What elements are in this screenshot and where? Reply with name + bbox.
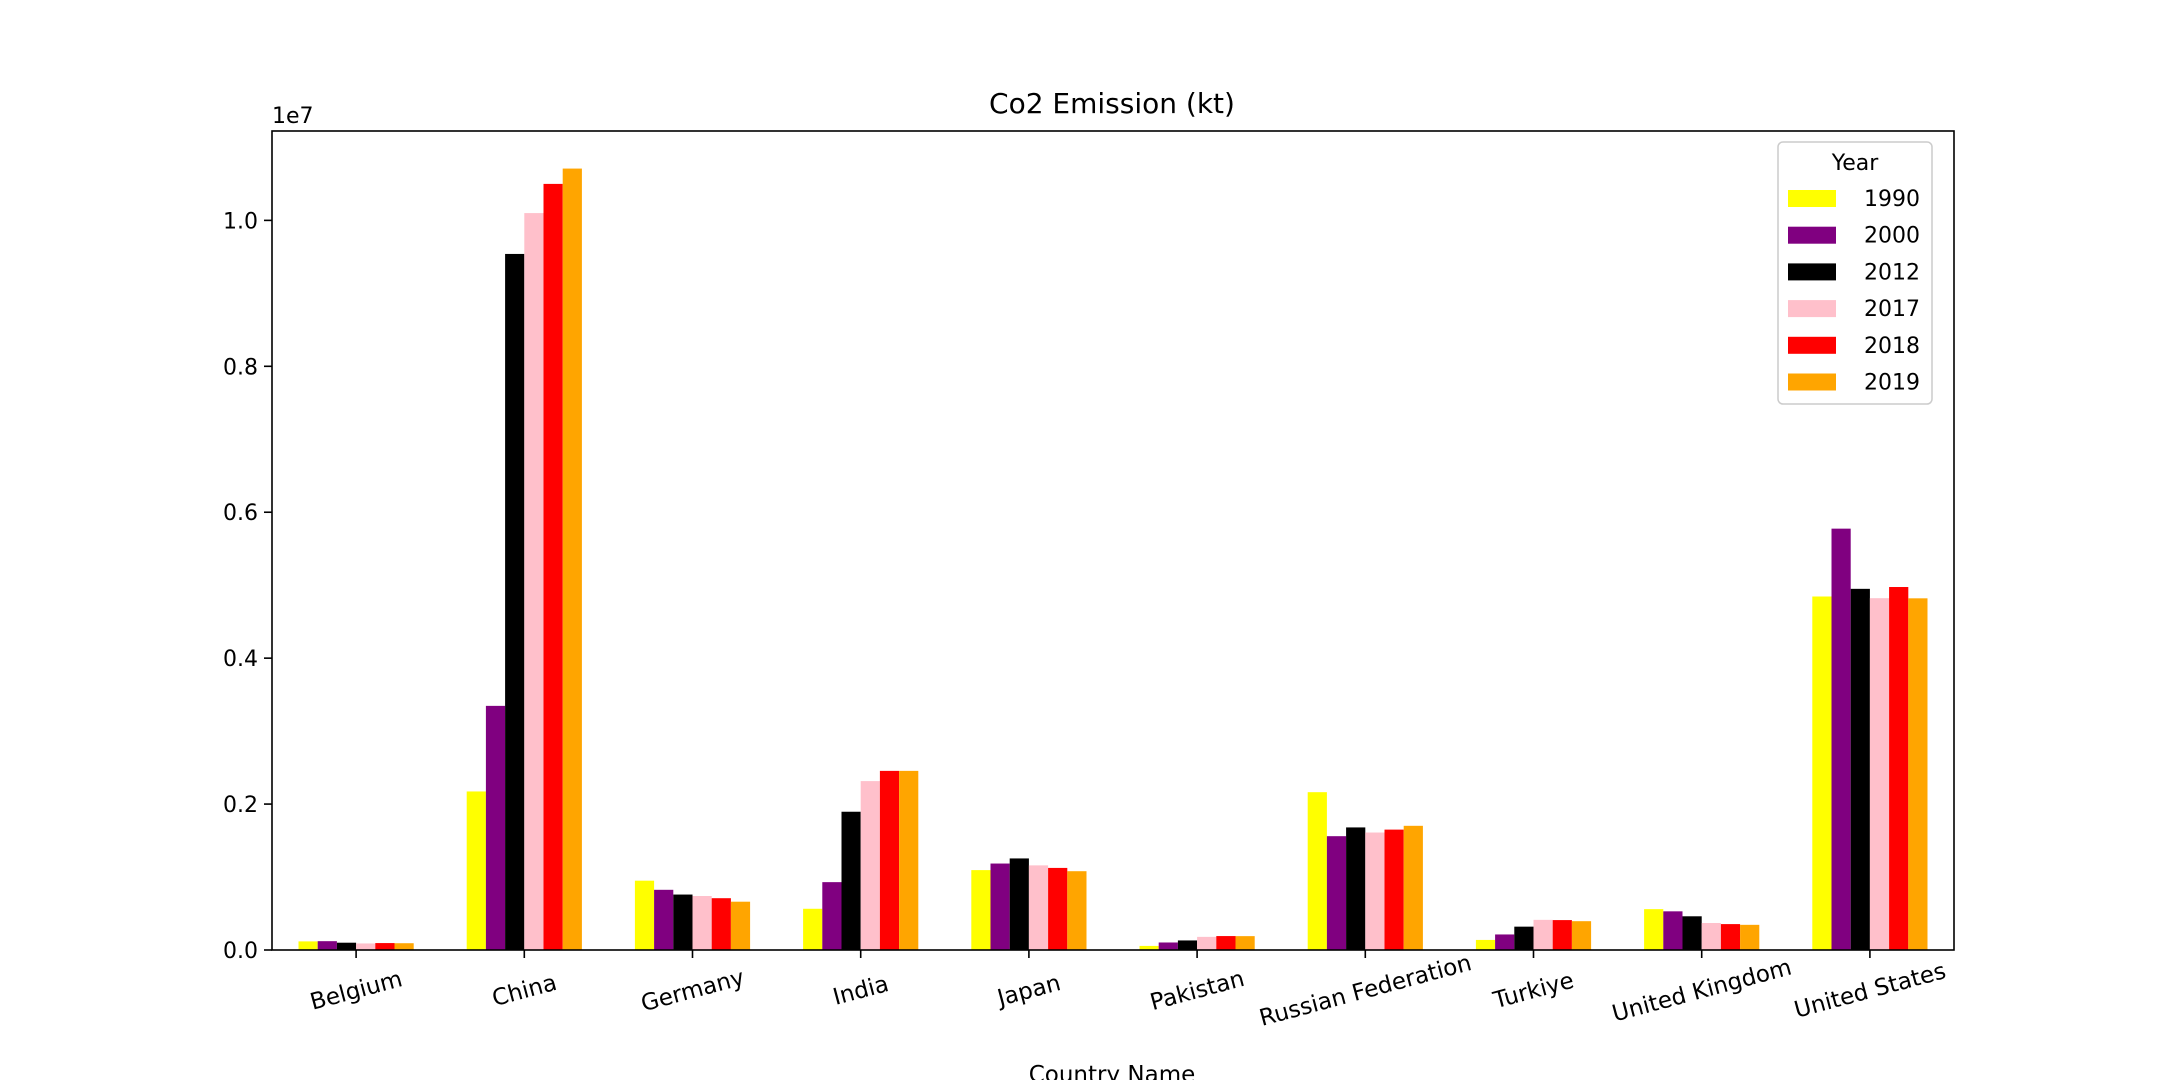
bar-2017-belgium bbox=[356, 943, 376, 950]
bar-2012-united-states bbox=[1850, 588, 1870, 950]
bar-2017-russian-federation bbox=[1365, 832, 1385, 950]
legend-swatch-2019 bbox=[1788, 373, 1836, 391]
bar-2012-united-kingdom bbox=[1682, 916, 1702, 950]
bar-2000-pakistan bbox=[1158, 942, 1178, 950]
bar-2017-united-states bbox=[1869, 598, 1890, 950]
bar-2000-turkiye bbox=[1495, 934, 1515, 950]
x-tick-label: Pakistan bbox=[1147, 966, 1247, 1016]
bar-2000-united-kingdom bbox=[1663, 911, 1683, 950]
bar-2017-china bbox=[524, 213, 544, 951]
bar-2017-japan bbox=[1028, 865, 1049, 950]
bar-2017-germany bbox=[692, 896, 712, 950]
bar-2019-germany bbox=[730, 901, 751, 950]
bar-2018-pakistan bbox=[1216, 936, 1236, 950]
bar-2019-turkiye bbox=[1571, 921, 1592, 950]
legend-title: Year bbox=[1831, 151, 1880, 176]
legend-label-2000: 2000 bbox=[1864, 224, 1920, 249]
plot-frame bbox=[271, 130, 1955, 951]
bar-2012-pakistan bbox=[1177, 940, 1198, 950]
legend-swatch-2018 bbox=[1788, 336, 1836, 354]
bar-2000-germany bbox=[654, 889, 674, 950]
bar-2018-india bbox=[879, 770, 900, 950]
legend-swatch-2017 bbox=[1788, 300, 1836, 318]
bar-1990-united-kingdom bbox=[1644, 909, 1664, 950]
x-tick-label: Turkiye bbox=[1490, 968, 1577, 1015]
bar-2018-china bbox=[543, 183, 563, 950]
bar-2018-united-states bbox=[1889, 587, 1909, 950]
bar-2012-belgium bbox=[336, 942, 357, 950]
x-tick-label: United States bbox=[1792, 958, 1949, 1023]
bar-1990-japan bbox=[971, 870, 991, 950]
bar-2012-russian-federation bbox=[1346, 827, 1366, 950]
bar-2019-russian-federation bbox=[1403, 825, 1423, 950]
bar-2000-united-states bbox=[1831, 528, 1851, 950]
legend-label-2018: 2018 bbox=[1864, 334, 1920, 359]
bar-2018-russian-federation bbox=[1384, 829, 1404, 950]
bar-2019-belgium bbox=[394, 943, 414, 950]
legend-swatch-2012 bbox=[1788, 263, 1836, 281]
bar-2012-india bbox=[841, 811, 861, 950]
legend-label-1990: 1990 bbox=[1864, 187, 1920, 212]
bar-2000-india bbox=[822, 882, 842, 950]
bar-2017-united-kingdom bbox=[1701, 923, 1721, 950]
bar-1990-pakistan bbox=[1139, 945, 1159, 950]
bar-2012-turkiye bbox=[1514, 926, 1534, 950]
y-axis-ticks: 0.0 0.2 0.4 0.6 0.8 1.0 bbox=[223, 209, 272, 964]
bar-1990-india bbox=[803, 908, 823, 950]
bar-1990-russian-federation bbox=[1307, 792, 1327, 950]
legend: Year 1990 2000 2012 2017 2018 2019 bbox=[1777, 141, 1933, 405]
bar-1990-china bbox=[466, 791, 486, 950]
y-axis-offset-label: 1e7 bbox=[272, 104, 314, 129]
chart-title: Co2 Emission (kt) bbox=[989, 87, 1235, 120]
y-tick-label: 0.2 bbox=[223, 793, 258, 818]
legend-label-2019: 2019 bbox=[1864, 371, 1920, 396]
bar-2019-united-kingdom bbox=[1740, 924, 1760, 950]
bar-2017-turkiye bbox=[1533, 919, 1553, 950]
bar-2012-germany bbox=[673, 894, 693, 950]
x-tick-label: United Kingdom bbox=[1609, 955, 1794, 1028]
x-axis-ticks: Belgium China Germany India Japan Pakistan Rus… bbox=[307, 950, 1949, 1032]
bar-2000-belgium bbox=[317, 941, 337, 950]
bar-2017-india bbox=[860, 781, 880, 950]
y-tick-label: 0.4 bbox=[223, 647, 258, 672]
y-tick-label: 0.8 bbox=[223, 355, 258, 380]
bar-1990-belgium bbox=[298, 941, 318, 950]
y-tick-label: 0.6 bbox=[223, 501, 258, 526]
bar-2019-united-states bbox=[1908, 598, 1928, 950]
x-tick-label: China bbox=[489, 970, 559, 1012]
bar-2018-germany bbox=[711, 898, 731, 950]
bar-1990-turkiye bbox=[1475, 939, 1496, 950]
legend-label-2012: 2012 bbox=[1864, 260, 1920, 285]
bar-2017-pakistan bbox=[1197, 936, 1217, 950]
bar-2012-china bbox=[505, 253, 525, 950]
x-axis-label: Country Name bbox=[1029, 1062, 1196, 1080]
bar-2019-pakistan bbox=[1235, 936, 1255, 950]
bar-2018-turkiye bbox=[1552, 920, 1572, 950]
bar-1990-germany bbox=[634, 880, 655, 950]
legend-label-2017: 2017 bbox=[1864, 297, 1920, 322]
y-tick-label: 0.0 bbox=[223, 939, 258, 964]
bar-2019-china bbox=[562, 168, 582, 950]
bar-2018-belgium bbox=[375, 943, 395, 950]
x-tick-label: Russian Federation bbox=[1257, 950, 1475, 1032]
bar-2000-china bbox=[485, 705, 506, 950]
x-tick-label: India bbox=[830, 971, 891, 1011]
bar-2000-russian-federation bbox=[1326, 836, 1347, 950]
bar-2012-japan bbox=[1009, 858, 1029, 950]
legend-swatch-1990 bbox=[1788, 190, 1836, 207]
x-tick-label: Japan bbox=[993, 970, 1064, 1012]
x-tick-label: Germany bbox=[638, 965, 747, 1017]
bar-2019-japan bbox=[1067, 871, 1087, 950]
legend-swatch-2000 bbox=[1788, 226, 1836, 244]
bar-2019-india bbox=[899, 770, 919, 950]
x-tick-label: Belgium bbox=[307, 966, 405, 1016]
bar-1990-united-states bbox=[1812, 596, 1832, 950]
y-tick-label: 1.0 bbox=[223, 209, 258, 234]
bar-2018-united-kingdom bbox=[1720, 924, 1741, 950]
bar-2018-japan bbox=[1048, 867, 1068, 950]
bars-layer bbox=[298, 168, 1928, 951]
bar-2000-japan bbox=[990, 863, 1010, 950]
